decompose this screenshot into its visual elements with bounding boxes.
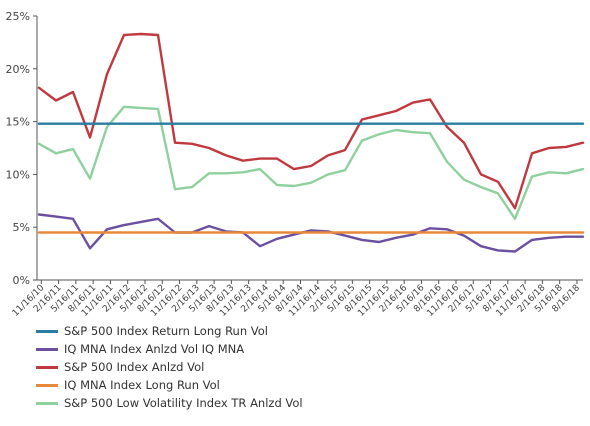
series-line-4 — [37, 105, 585, 221]
x-axis-ticks: 11/16/102/16/115/16/118/16/1111/16/112/1… — [11, 280, 582, 319]
legend-swatch — [36, 330, 58, 333]
y-tick-label: 15% — [6, 116, 30, 129]
y-tick-label: 5% — [13, 221, 30, 234]
y-tick-label: 25% — [6, 10, 30, 23]
legend-label: S&P 500 Index Anlzd Vol — [64, 360, 205, 374]
series-lines — [37, 32, 585, 253]
legend-swatch — [36, 402, 58, 405]
legend-label: IQ MNA Index Long Run Vol — [64, 378, 220, 392]
y-tick-label: 20% — [6, 63, 30, 76]
series-line-1 — [37, 213, 585, 253]
legend-label: S&P 500 Low Volatility Index TR Anlzd Vo… — [64, 396, 303, 410]
legend-swatch — [36, 384, 58, 387]
series-line-2 — [37, 32, 585, 210]
chart-axes — [36, 16, 583, 281]
legend-swatch — [36, 348, 58, 351]
legend-swatch — [36, 366, 58, 369]
line-chart: 0% 5% 10% 15% 20% 25% 11/16/102/16/115/16/118… — [6, 10, 585, 319]
y-axis-ticks: 0% 5% 10% 15% 20% 25% — [6, 10, 37, 287]
legend-label: S&P 500 Index Return Long Run Vol — [64, 324, 268, 338]
y-tick-label: 0% — [13, 274, 30, 287]
legend-label: IQ MNA Index Anlzd Vol IQ MNA — [64, 342, 245, 356]
y-tick-label: 10% — [6, 168, 30, 181]
